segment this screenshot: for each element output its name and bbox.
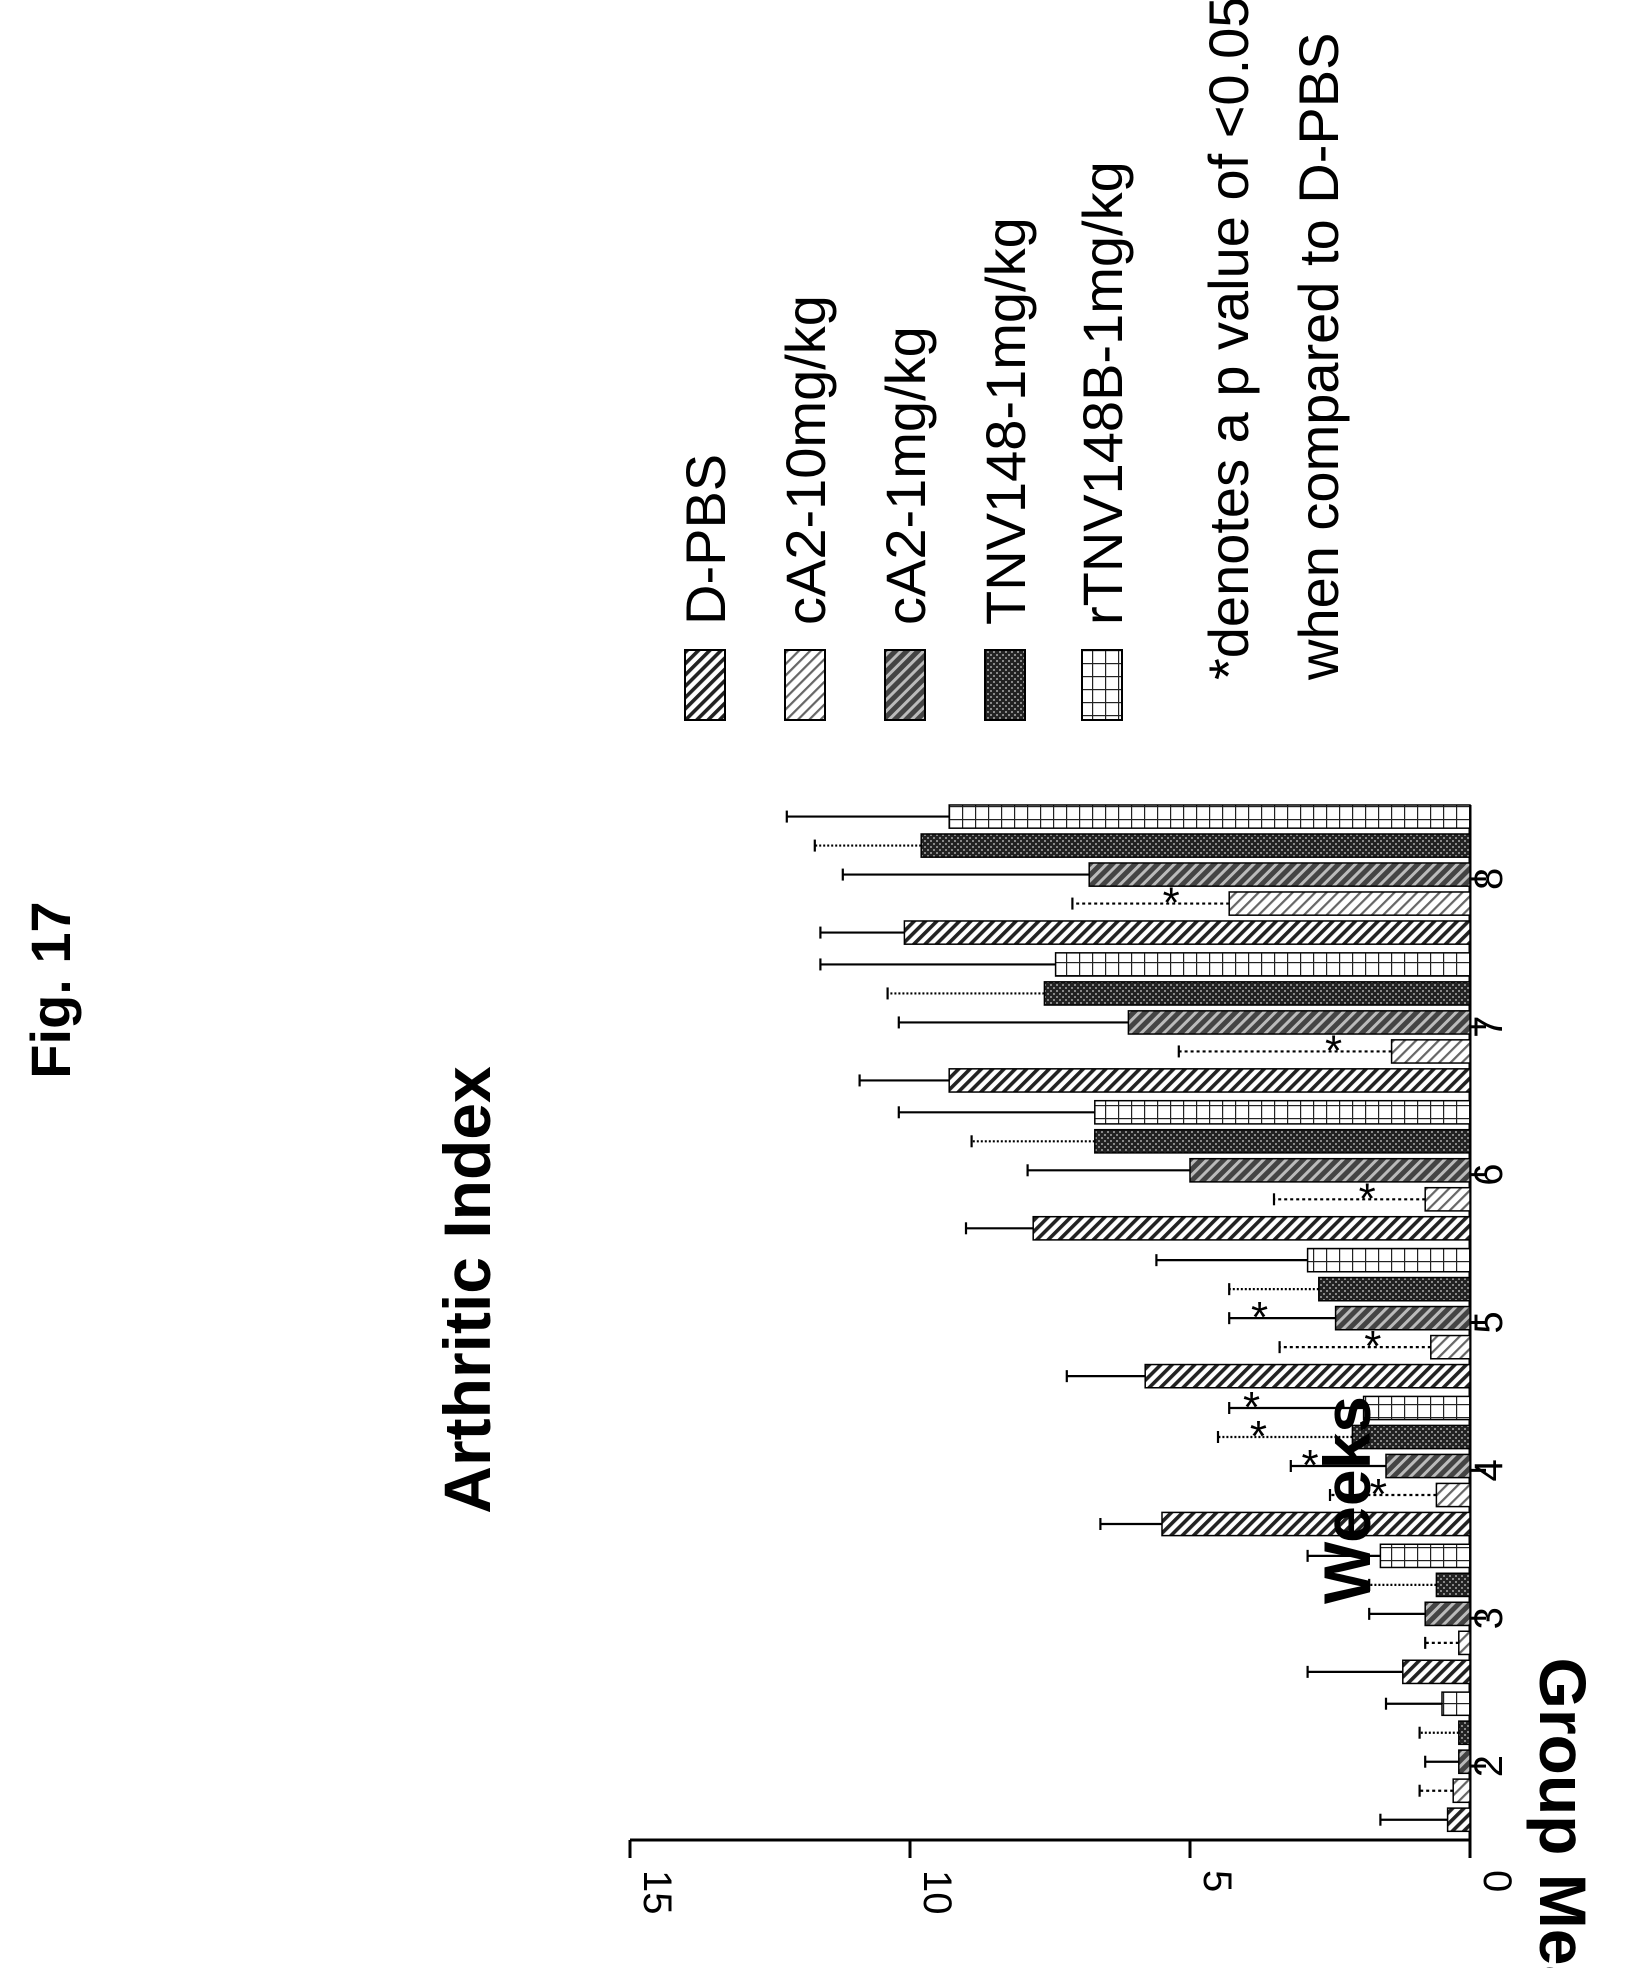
x-tick-label: 3 [1467,1607,1511,1629]
chart-axes: 0 5 10 15 2 3 4 5 6 7 8 [628,805,1519,1915]
bar [1127,1010,1471,1035]
x-tick-label: 6 [1467,1164,1511,1186]
bar [1094,1099,1471,1125]
bar [1318,1276,1471,1302]
significance-star: * [1163,879,1180,928]
bar [1446,1807,1471,1833]
footnote-line-1: *denotes a p value of <0.05 [1197,0,1260,680]
legend: D-PBS cA2-10mg/kg cA2-1mg/kg TNV148-1mg/kg r… [674,161,1134,721]
significance-star: * [1364,1322,1381,1371]
bar [1054,952,1471,977]
y-tick-label: 0 [1475,1870,1519,1892]
bar [1441,1691,1471,1717]
bar [1306,1247,1471,1273]
legend-label: cA2-10mg/kg [774,295,837,625]
x-tick-label: 7 [1467,1016,1511,1038]
chart-title: Arthritic Index [430,1066,504,1514]
significance-star: * [1301,1441,1318,1490]
bar [1452,1778,1471,1804]
bar [1458,1630,1471,1656]
bar [1402,1659,1471,1685]
legend-label: TNV148-1mg/kg [974,217,1037,625]
bar [903,920,1471,945]
bar [1390,1039,1471,1064]
legend-swatch [884,649,926,721]
figure-label: Fig. 17 [19,901,82,1078]
x-tick-label: 2 [1467,1755,1511,1777]
legend-swatch [684,649,726,721]
bar [1435,1572,1471,1598]
y-tick-label: 5 [1195,1870,1239,1892]
bar [1144,1363,1471,1389]
bar [1088,862,1471,887]
significance-star: * [1370,1470,1387,1519]
x-tick-label: 5 [1467,1311,1511,1333]
bar [920,833,1471,858]
bar [1032,1215,1471,1241]
y-tick-label: 15 [635,1870,679,1915]
legend-label: cA2-1mg/kg [874,326,937,625]
y-axis-label: Group Mean [1526,1657,1600,1968]
bar [1458,1720,1471,1746]
x-axis-label: Weeks [1310,1396,1384,1604]
bar [1379,1543,1471,1569]
legend-label: rTNV148B-1mg/kg [1071,161,1134,625]
bar [1424,1601,1471,1627]
legend-swatch [984,649,1026,721]
significance-star: * [1250,1412,1267,1461]
y-tick-label: 10 [915,1870,959,1915]
bar [948,1068,1471,1093]
significance-star: * [1359,1174,1376,1223]
bar [1043,981,1471,1006]
legend-swatch [1081,649,1123,721]
bar [1435,1482,1471,1508]
chart-bars [785,804,1471,1833]
bar [1424,1186,1471,1212]
footnote-line-2: when compared to D-PBS [1287,33,1350,681]
x-tick-label: 4 [1467,1459,1511,1481]
legend-label: D-PBS [674,454,737,625]
bar [1334,1305,1471,1331]
significance-star: * [1325,1026,1342,1075]
bar [1189,1157,1471,1183]
bar [1228,891,1471,916]
significance-star: * [1251,1293,1268,1342]
significance-markers: ********* [1163,879,1387,1519]
bar [1458,1749,1471,1775]
bar [948,804,1471,829]
bar [1430,1334,1471,1360]
legend-swatch [784,649,826,721]
bar [1094,1128,1471,1154]
bar [1385,1453,1471,1479]
x-tick-label: 8 [1467,868,1511,890]
significance-star: * [1243,1383,1260,1432]
